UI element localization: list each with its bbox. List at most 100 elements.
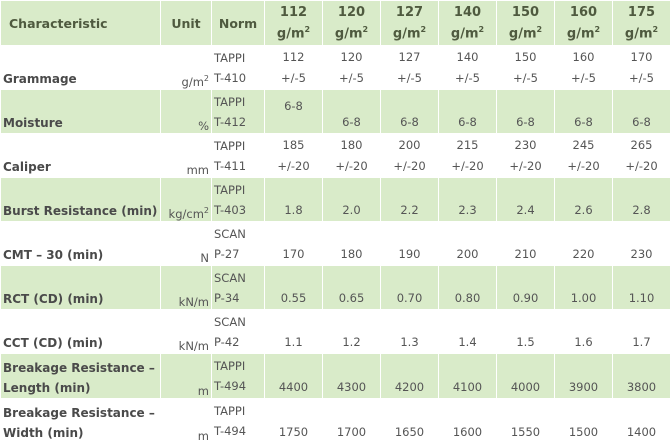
unit-label: m: [197, 429, 209, 443]
value-cell: 4300: [322, 353, 381, 399]
grammage-unit-exp: 2: [478, 24, 485, 34]
value-text: 4400: [278, 380, 309, 394]
characteristic-cell: Caliper: [0, 133, 161, 178]
value-cell: 0.80: [438, 265, 497, 310]
unit-label: N: [200, 251, 209, 265]
value-cell: 230: [612, 221, 670, 266]
grammage-unit: g/m: [276, 26, 305, 42]
header-grammage: 120 g/m2: [322, 0, 381, 46]
characteristic-label: Caliper: [3, 160, 51, 174]
value-text: 185 +/-20: [277, 138, 310, 173]
characteristic-label: CMT – 30 (min): [3, 248, 104, 262]
value-text: 210: [514, 247, 537, 261]
grammage-unit-exp: 2: [536, 24, 543, 34]
norm-code: P-27: [214, 246, 240, 261]
value-text: 190: [398, 247, 421, 261]
value-cell: 180 +/-20: [322, 133, 381, 178]
grammage-value: 175: [627, 4, 656, 20]
value-cell: 200 +/-20: [380, 133, 439, 178]
table-row: RCT (CD) (min) kN/m SCAN P-34 0.55 0.65 0.70 0.…: [0, 265, 670, 310]
value-cell: 2.6: [554, 177, 613, 222]
grammage-unit: g/m: [392, 26, 421, 42]
characteristic-cell: Moisture: [0, 89, 161, 134]
value-cell: 2.2: [380, 177, 439, 222]
value-text: 0.90: [512, 291, 539, 305]
value-text: 220: [572, 247, 595, 261]
value-cell: 0.55: [264, 265, 323, 310]
table-body: Grammage g/m2 TAPPI T-410 112 +/-5 120 +/-5 12…: [0, 45, 670, 444]
grammage-unit: g/m: [624, 26, 653, 42]
value-text: 180 +/-20: [335, 138, 368, 173]
unit-label: mm: [186, 163, 209, 177]
header-grammage: 160 g/m2: [554, 0, 613, 46]
unit-cell: m: [160, 353, 212, 399]
unit-cell: m: [160, 398, 212, 444]
value-cell: 170 +/-5: [612, 45, 670, 90]
value-cell: 1400: [612, 398, 670, 444]
table-row: Breakage Resistance – Width (min) m TAPPI T…: [0, 398, 670, 444]
value-text: 215 +/-20: [451, 138, 484, 173]
value-text: 2.8: [632, 203, 651, 217]
value-cell: 1.10: [612, 265, 670, 310]
value-cell: 1550: [496, 398, 555, 444]
value-text: 1650: [394, 425, 425, 439]
characteristic-label: CCT (CD) (min): [3, 336, 104, 350]
value-cell: 6-8: [612, 89, 670, 134]
grammage-unit-exp: 2: [304, 24, 311, 34]
value-cell: 2.3: [438, 177, 497, 222]
norm-code: T-412: [214, 114, 247, 129]
value-cell: 1.2: [322, 309, 381, 354]
characteristic-cell: Burst Resistance (min): [0, 177, 161, 222]
norm-cell: TAPPI T-494: [211, 353, 265, 399]
grammage-unit: g/m: [566, 26, 595, 42]
unit-cell: kN/m: [160, 309, 212, 354]
value-text: 112 +/-5: [281, 50, 306, 85]
table-row: CMT – 30 (min) N SCAN P-27 170 180 190 200 210 22…: [0, 221, 670, 266]
value-cell: 1650: [380, 398, 439, 444]
value-cell: 6-8: [496, 89, 555, 134]
grammage-value: 150: [511, 4, 540, 20]
value-cell: 6-8: [264, 89, 323, 134]
norm-cell: TAPPI T-410: [211, 45, 265, 90]
norm-cell: SCAN P-34: [211, 265, 265, 310]
value-cell: 120 +/-5: [322, 45, 381, 90]
value-text: 150 +/-5: [513, 50, 538, 85]
value-text: 1.2: [342, 335, 361, 349]
value-cell: 1.1: [264, 309, 323, 354]
norm-cell: TAPPI T-411: [211, 133, 265, 178]
norm-cell: SCAN P-27: [211, 221, 265, 266]
value-text: 170: [282, 247, 305, 261]
value-cell: 220: [554, 221, 613, 266]
norm-code: P-42: [214, 334, 240, 349]
value-cell: 200: [438, 221, 497, 266]
value-text: 230: [630, 247, 653, 261]
value-text: 4300: [336, 380, 367, 394]
value-text: 6-8: [458, 115, 477, 129]
table-row: CCT (CD) (min) kN/m SCAN P-42 1.1 1.2 1.3 1.4 1.…: [0, 309, 670, 354]
norm-cell: TAPPI T-494: [211, 398, 265, 444]
value-cell: 230 +/-20: [496, 133, 555, 178]
value-cell: 1.3: [380, 309, 439, 354]
value-text: 1.10: [628, 291, 655, 305]
value-cell: 3900: [554, 353, 613, 399]
unit-exponent: 2: [203, 206, 209, 216]
value-cell: 170: [264, 221, 323, 266]
header-unit: Unit: [160, 0, 212, 46]
value-text: 2.3: [458, 203, 477, 217]
value-cell: 4400: [264, 353, 323, 399]
value-cell: 0.90: [496, 265, 555, 310]
value-text: 4000: [510, 380, 541, 394]
value-text: 230 +/-20: [509, 138, 542, 173]
value-text: 1.4: [458, 335, 477, 349]
value-cell: 190: [380, 221, 439, 266]
grammage-value: 140: [453, 4, 482, 20]
header-grammage: 175 g/m2: [612, 0, 670, 46]
value-cell: 210: [496, 221, 555, 266]
norm-organization: TAPPI: [214, 138, 246, 153]
unit-label: m: [197, 384, 209, 398]
characteristic-label: Breakage Resistance – Length (min): [3, 361, 155, 395]
value-cell: 140 +/-5: [438, 45, 497, 90]
characteristic-label: Burst Resistance (min): [3, 204, 158, 218]
norm-organization: TAPPI: [214, 404, 246, 418]
value-cell: 6-8: [322, 89, 381, 134]
